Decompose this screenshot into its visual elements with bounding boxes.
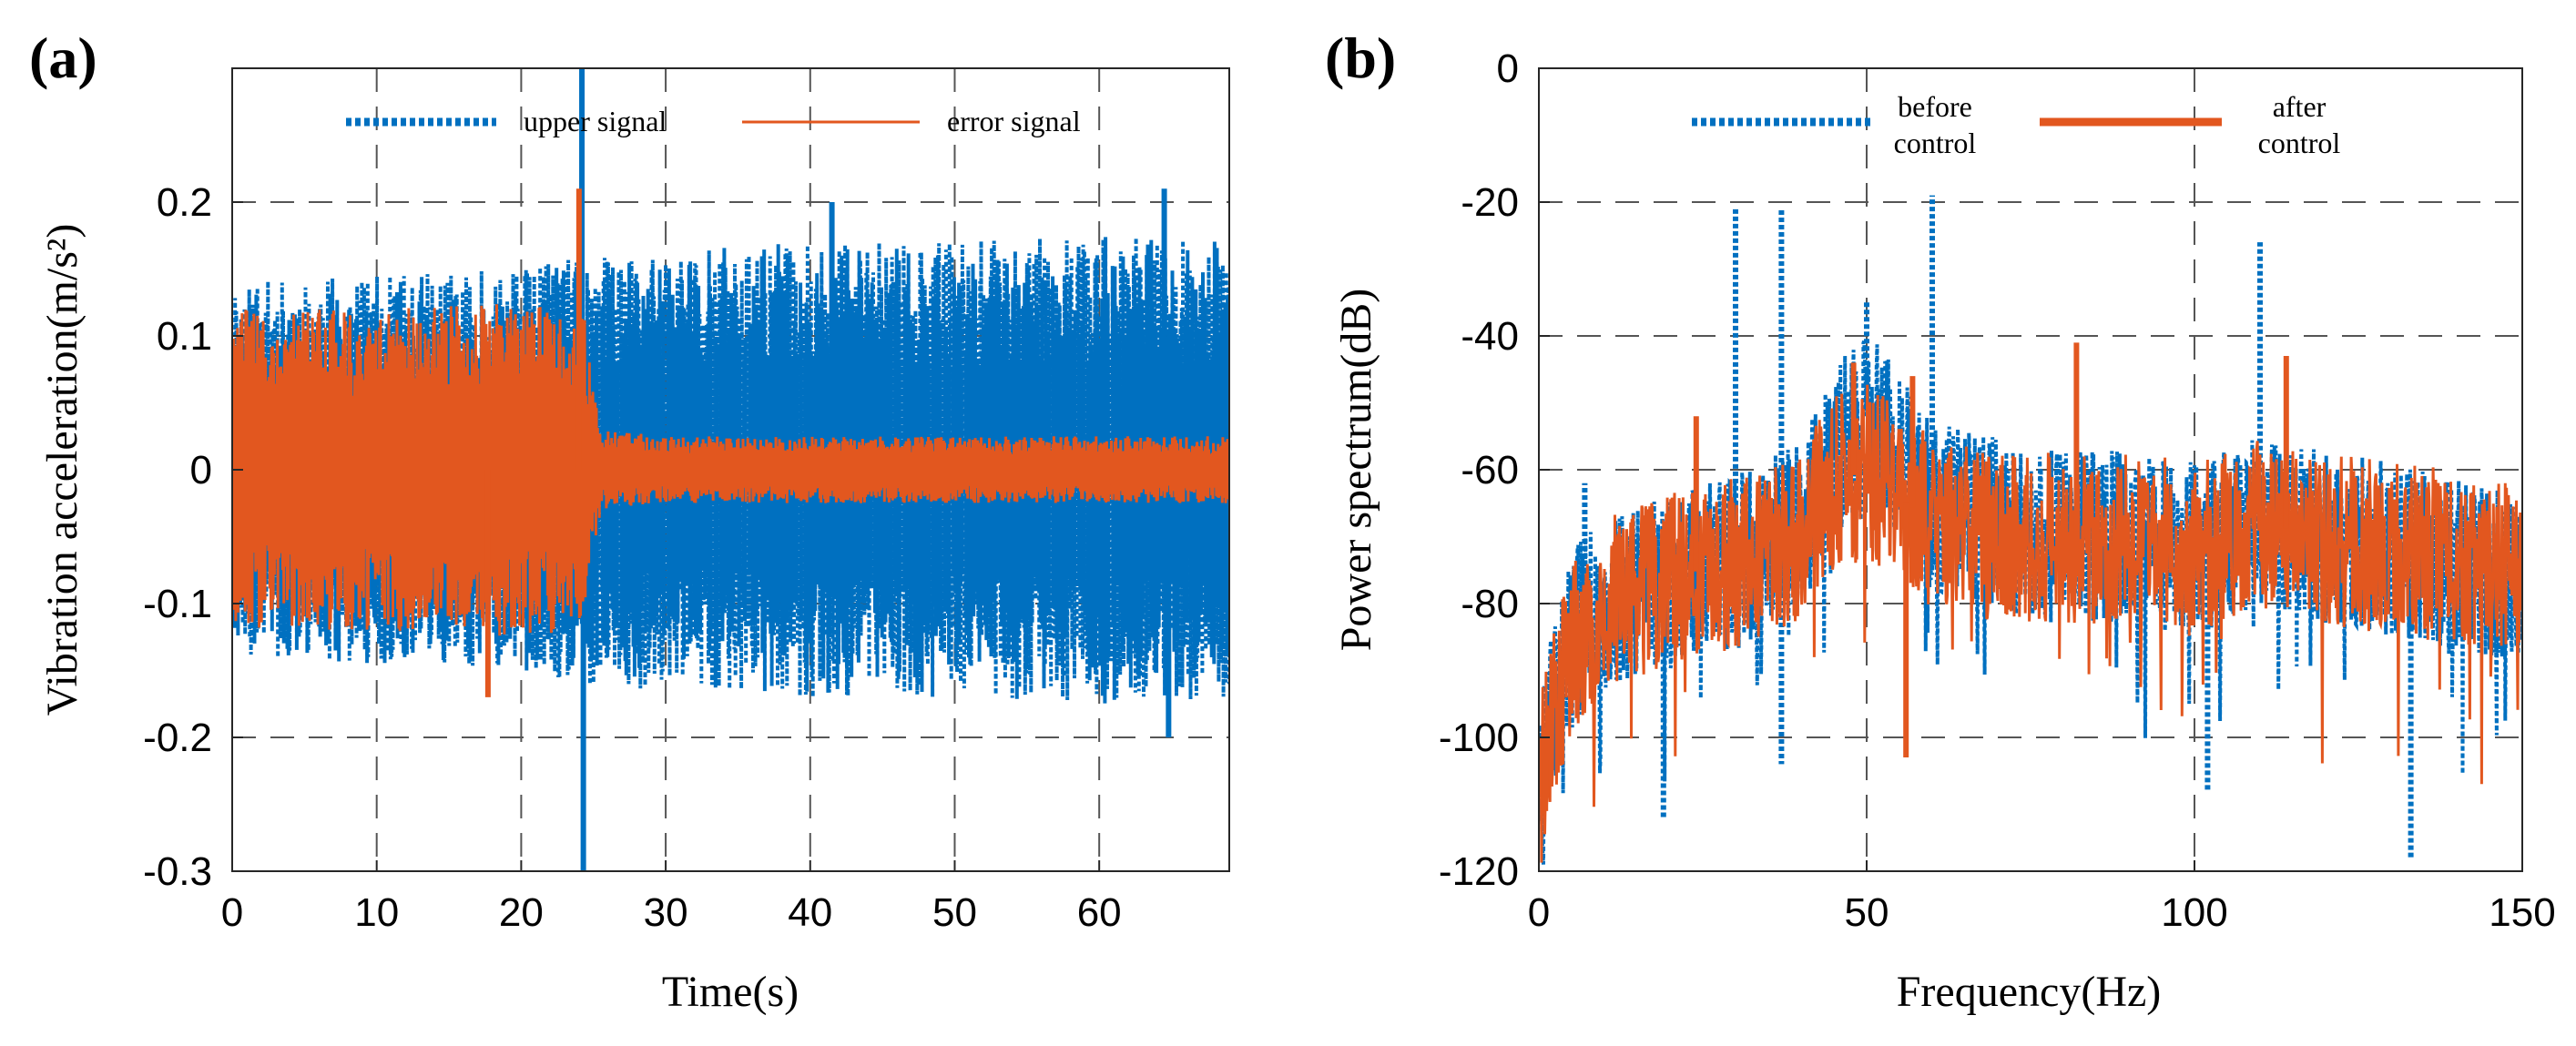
y-tick-label: -60 [1461,448,1519,493]
legend-label-upper-signal: upper signal [524,105,667,137]
y-tick-label: -80 [1461,582,1519,626]
panel-a-label: (a) [29,25,97,90]
x-tick-label: 50 [932,890,977,935]
panel-b-x-ticks: 0 50 100 150 [1528,860,2556,935]
panel-b-label: (b) [1325,25,1396,90]
x-tick-label: 100 [2161,890,2227,935]
x-tick-label: 50 [1845,890,1889,935]
x-tick-label: 10 [354,890,399,935]
panel-a-y-axis-label: Vibration acceleration(m/s²) [38,224,87,716]
y-tick-label: -40 [1461,314,1519,359]
series-trace [232,304,1229,636]
y-tick-label: -120 [1439,849,1519,894]
y-tick-label: -20 [1461,180,1519,225]
y-tick-label: 0 [1497,46,1519,91]
x-tick-label: 40 [788,890,832,935]
legend-label-after-control-line1: after [2273,90,2327,123]
panel-a-x-axis-label: Time(s) [662,968,799,1016]
legend-label-before-control-line2: control [1894,127,1977,159]
y-tick-label: 0.2 [157,180,212,225]
after-control-series [1539,342,2522,863]
x-tick-label: 60 [1077,890,1122,935]
panel-b-y-ticks: 0 -20 -40 -60 -80 -100 -120 [1439,46,1550,894]
x-tick-label: 0 [1528,890,1550,935]
panel-a-x-ticks: 0 10 20 30 40 50 60 [221,860,1122,935]
panel-b-legend: before control after control [1692,90,2340,159]
x-tick-label: 0 [221,890,243,935]
y-tick-label: -100 [1439,716,1519,760]
y-tick-label: 0.1 [157,314,212,359]
y-tick-label: -0.2 [143,716,212,760]
panel-b-y-axis-label: Power spectrum(dB) [1332,289,1380,652]
error-signal-series [232,188,1229,697]
legend-label-after-control-line2: control [2258,127,2341,159]
panel-b-x-axis-label: Frequency(Hz) [1897,968,2162,1016]
x-tick-label: 30 [644,890,688,935]
series-trace [1539,384,2522,863]
x-tick-label: 20 [499,890,544,935]
legend-label-before-control-line1: before [1898,90,1972,123]
panel-a-y-ticks: 0.2 0.1 0 -0.1 -0.2 -0.3 [143,180,243,894]
y-tick-label: -0.3 [143,849,212,894]
panel-b-plot-area [1539,68,2522,871]
panel-b: (b) 0 -20 -40 -60 -80 -100 -120 0 50 100 150 Freq… [1325,25,2556,1016]
panel-a-legend: upper signal error signal [346,105,1081,137]
panel-a: (a) 0.2 0.1 0 -0.1 -0.2 -0.3 0 10 20 30 40 50 60 Ti… [29,25,1230,1016]
x-tick-label: 150 [2489,890,2555,935]
y-tick-label: 0 [190,448,212,493]
y-tick-label: -0.1 [143,582,212,626]
legend-label-error-signal: error signal [947,105,1081,137]
